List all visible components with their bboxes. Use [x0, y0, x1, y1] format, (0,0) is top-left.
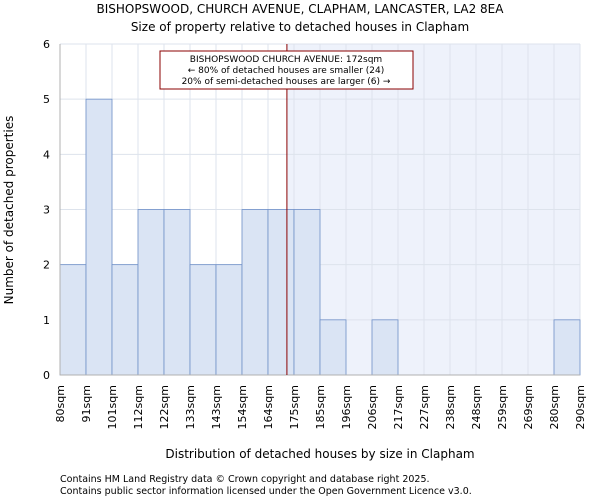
- annotation-line-3: 20% of semi-detached houses are larger (…: [182, 77, 391, 87]
- bar-101sqm: [111, 264, 139, 376]
- footer-line-2: Contains public sector information licen…: [60, 486, 472, 497]
- bar-80sqm: [59, 264, 87, 376]
- x-tick-label: 227sqm: [418, 385, 431, 429]
- x-tick-label: 280sqm: [548, 385, 561, 429]
- x-tick-label: 269sqm: [522, 385, 535, 429]
- y-tick-label: 3: [43, 204, 50, 217]
- y-tick-label: 0: [43, 369, 50, 382]
- x-axis-label: Distribution of detached houses by size …: [165, 447, 474, 461]
- bar-164sqm: [267, 209, 295, 376]
- x-tick-label: 238sqm: [444, 385, 457, 429]
- x-tick-label: 206sqm: [366, 385, 379, 429]
- annotation-box: BISHOPSWOOD CHURCH AVENUE: 172sqm ← 80% …: [159, 50, 414, 90]
- x-tick-label: 175sqm: [288, 385, 301, 429]
- bar-143sqm: [215, 264, 243, 376]
- bar-175sqm: [293, 209, 321, 376]
- bar-280sqm: [553, 319, 581, 376]
- x-tick-label: 143sqm: [210, 385, 223, 429]
- annotation-frame: [159, 50, 414, 90]
- y-tick-label: 1: [43, 314, 50, 327]
- x-tick-label: 290sqm: [574, 385, 587, 429]
- x-tick-label: 112sqm: [132, 385, 145, 429]
- x-tick-label: 133sqm: [184, 385, 197, 429]
- x-tick-label: 248sqm: [470, 385, 483, 429]
- x-tick-label: 259sqm: [496, 385, 509, 429]
- x-tick-label: 101sqm: [106, 385, 119, 429]
- annotation-line-1: BISHOPSWOOD CHURCH AVENUE: 172sqm: [190, 55, 382, 65]
- y-tick-label: 4: [43, 148, 50, 161]
- bar-154sqm: [241, 209, 269, 376]
- chart-title: BISHOPSWOOD, CHURCH AVENUE, CLAPHAM, LAN…: [97, 2, 505, 16]
- x-tick-label: 217sqm: [392, 385, 405, 429]
- bar-91sqm: [85, 98, 113, 376]
- x-tick-label: 122sqm: [158, 385, 171, 429]
- y-tick-label: 2: [43, 259, 50, 272]
- x-tick-label: 164sqm: [262, 385, 275, 429]
- bar-133sqm: [189, 264, 217, 376]
- plot-area: 0 1 2 3 4 5 6 80sqm 91sqm 101sqm 112sqm 122sqm 133sq…: [43, 38, 587, 429]
- x-tick-label: 196sqm: [340, 385, 353, 429]
- x-tick-label: 154sqm: [236, 385, 249, 429]
- bar-206sqm: [371, 319, 399, 376]
- y-tick-label: 6: [43, 38, 50, 51]
- footer-line-1: Contains HM Land Registry data © Crown c…: [60, 474, 430, 485]
- bar-112sqm: [137, 209, 165, 376]
- x-tick-label: 91sqm: [80, 385, 93, 422]
- x-tick-label: 185sqm: [314, 385, 327, 429]
- y-tick-label: 5: [43, 93, 50, 106]
- x-tick-label: 80sqm: [54, 385, 67, 422]
- annotation-line-2: ← 80% of detached houses are smaller (24…: [188, 66, 385, 76]
- chart-subtitle: Size of property relative to detached ho…: [131, 20, 469, 34]
- bar-185sqm: [319, 319, 347, 376]
- y-axis-label: Number of detached properties: [2, 116, 16, 305]
- bar-122sqm: [163, 209, 191, 376]
